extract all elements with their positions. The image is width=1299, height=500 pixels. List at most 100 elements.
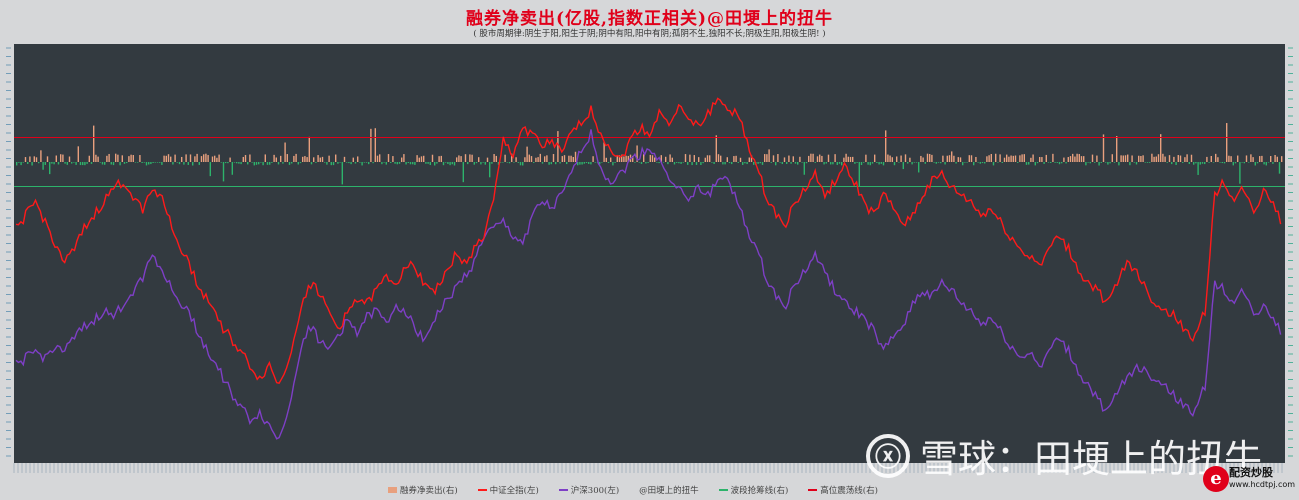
short-selling-bar	[445, 162, 447, 163]
short-selling-bar	[253, 162, 255, 166]
short-selling-bar	[957, 157, 959, 162]
short-selling-bar	[614, 162, 616, 163]
short-selling-bar	[79, 162, 82, 166]
short-selling-bar	[603, 142, 605, 162]
short-selling-bar	[363, 162, 365, 163]
short-selling-bar	[830, 162, 832, 165]
short-selling-bar	[282, 162, 284, 164]
short-selling-bar	[528, 154, 530, 162]
short-selling-bar	[339, 162, 341, 163]
short-selling-bar	[222, 162, 225, 182]
short-selling-bar	[638, 162, 640, 163]
short-selling-bar	[546, 155, 548, 162]
short-selling-bar	[225, 162, 227, 164]
short-selling-bar	[18, 162, 20, 163]
short-selling-bar	[115, 153, 117, 162]
short-selling-bar	[99, 162, 101, 163]
short-selling-bar	[126, 162, 128, 164]
short-selling-bar	[618, 155, 621, 162]
series-csi300-line	[15, 129, 1282, 440]
short-selling-bar	[627, 155, 629, 162]
short-selling-bar	[1164, 156, 1166, 162]
short-selling-bar	[324, 162, 326, 163]
legend-item-wave-grab[interactable]: 波段抢筹线(右)	[718, 484, 788, 496]
short-selling-bar	[1096, 155, 1098, 162]
series-csi-all-line	[15, 97, 1282, 384]
short-selling-bar	[821, 155, 823, 162]
short-selling-bar	[172, 162, 174, 165]
legend-item-author[interactable]: @田埂上的扭牛	[639, 484, 699, 496]
short-selling-bar	[847, 156, 849, 162]
short-selling-bar	[1028, 162, 1030, 165]
short-selling-bar	[913, 162, 915, 163]
short-selling-bar	[218, 154, 220, 162]
short-selling-bar	[354, 162, 357, 164]
short-selling-bar	[775, 162, 777, 166]
short-selling-bar	[1067, 157, 1069, 162]
short-selling-bar	[1149, 162, 1151, 163]
short-selling-bar	[1239, 162, 1241, 184]
short-selling-bar	[269, 162, 271, 165]
short-selling-bar	[1061, 162, 1063, 164]
short-selling-bar	[299, 162, 302, 164]
short-selling-bar	[986, 156, 988, 162]
short-selling-bar	[748, 157, 750, 162]
short-selling-bar	[1054, 162, 1056, 163]
short-selling-bar	[634, 162, 636, 163]
short-selling-bar	[1197, 162, 1199, 175]
short-selling-bar	[473, 162, 475, 165]
short-selling-bar	[526, 146, 528, 162]
short-selling-bar	[997, 162, 999, 163]
short-selling-bar	[665, 156, 667, 162]
short-selling-bar	[1173, 156, 1175, 162]
short-selling-bar	[1109, 162, 1111, 164]
short-selling-bar	[374, 128, 376, 162]
short-selling-bar	[123, 162, 126, 164]
short-selling-bar	[337, 162, 339, 164]
short-selling-bar	[904, 154, 907, 162]
legend-item-csi300[interactable]: 沪深300(左)	[558, 484, 619, 496]
short-selling-bar	[966, 162, 968, 163]
short-selling-bar	[720, 155, 722, 162]
short-selling-bar	[772, 155, 775, 162]
short-selling-bar	[750, 155, 753, 162]
short-selling-bar	[797, 162, 799, 165]
short-selling-bar	[438, 156, 440, 162]
short-selling-bar	[1221, 162, 1223, 164]
short-selling-bar	[258, 162, 260, 165]
short-selling-bar	[625, 155, 627, 162]
short-selling-bar	[251, 162, 253, 163]
short-selling-bar	[308, 136, 310, 162]
short-selling-bar	[1267, 162, 1270, 163]
short-selling-bar	[702, 162, 704, 164]
short-selling-bar	[1157, 154, 1160, 162]
short-selling-bar	[51, 162, 53, 164]
short-selling-bar	[1278, 162, 1281, 174]
short-selling-bar	[656, 162, 658, 163]
short-selling-bar	[368, 162, 370, 165]
short-selling-bar	[401, 157, 403, 162]
short-selling-bar	[568, 155, 570, 162]
short-selling-bar	[22, 162, 24, 163]
short-selling-bar	[1243, 162, 1245, 164]
short-selling-bar	[1030, 157, 1032, 162]
legend-item-csi-all[interactable]: 中证全指(左)	[477, 484, 539, 496]
short-selling-bar	[517, 162, 519, 163]
short-selling-bar	[1010, 155, 1012, 162]
short-selling-bar	[676, 162, 678, 163]
legend-item-high-oscillation[interactable]: 高位震荡线(右)	[808, 484, 878, 496]
short-selling-bar	[698, 157, 700, 162]
short-selling-bar	[1259, 156, 1261, 162]
short-selling-bar	[1074, 156, 1076, 162]
short-selling-bar	[673, 162, 676, 165]
short-selling-bar	[700, 162, 702, 166]
brand-badge[interactable]: e 配资炒股 www.hcdtpj.com	[1203, 462, 1295, 496]
legend-item-short-selling[interactable]: 融券净卖出(右)	[388, 484, 458, 496]
short-selling-bar	[854, 162, 856, 164]
short-selling-bar	[104, 162, 106, 165]
short-selling-bar	[321, 156, 324, 162]
short-selling-bar	[88, 155, 90, 162]
short-selling-bar	[522, 162, 524, 166]
short-selling-bar	[605, 157, 607, 162]
